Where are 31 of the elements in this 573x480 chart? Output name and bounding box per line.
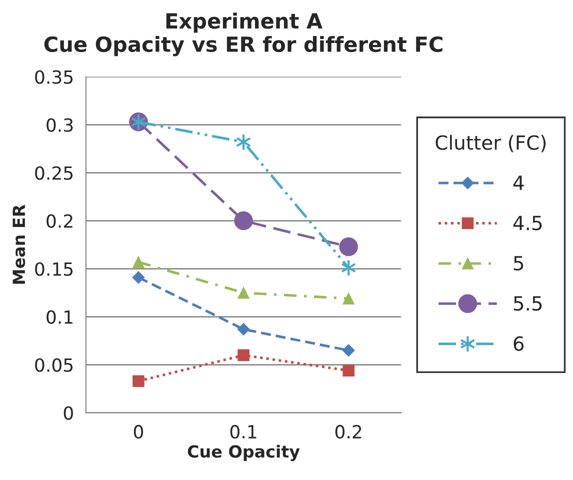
point [339, 237, 358, 256]
legend-title: Clutter (FC) [436, 134, 546, 152]
point [132, 375, 144, 388]
legend-label: 5 [514, 256, 524, 271]
x-tick-label: 0.2 [335, 424, 362, 439]
legend-label: 6 [514, 336, 524, 351]
y-axis-title: Mean ER [12, 204, 26, 284]
y-tick-label: 0.25 [35, 166, 73, 180]
point [342, 344, 355, 357]
point [237, 323, 250, 336]
x-tick-label: 0.1 [230, 424, 256, 439]
y-tick-label: 0.2 [46, 214, 72, 228]
y-tick-label: 0.15 [35, 262, 73, 276]
y-tick-label: 0 [64, 406, 73, 420]
chart-title: Experiment A Cue Opacity vs ER for different FC [44, 12, 442, 56]
point [238, 349, 250, 362]
legend-label: 4 [513, 176, 524, 190]
y-tick-label: 0.35 [35, 70, 73, 84]
y-tick-label: 0.05 [35, 358, 73, 372]
legend-label: 5.5 [514, 296, 542, 311]
x-tick-label: 0 [134, 424, 144, 439]
y-tick-label: 0.3 [46, 118, 73, 132]
legend-label: 4.5 [513, 216, 542, 230]
point [234, 211, 253, 230]
x-axis-title: Cue Opacity [188, 444, 300, 462]
point [342, 292, 354, 304]
y-tick-label: 0.1 [46, 310, 72, 324]
point [342, 364, 354, 376]
point [238, 286, 250, 299]
point [132, 271, 145, 284]
point [132, 256, 144, 268]
